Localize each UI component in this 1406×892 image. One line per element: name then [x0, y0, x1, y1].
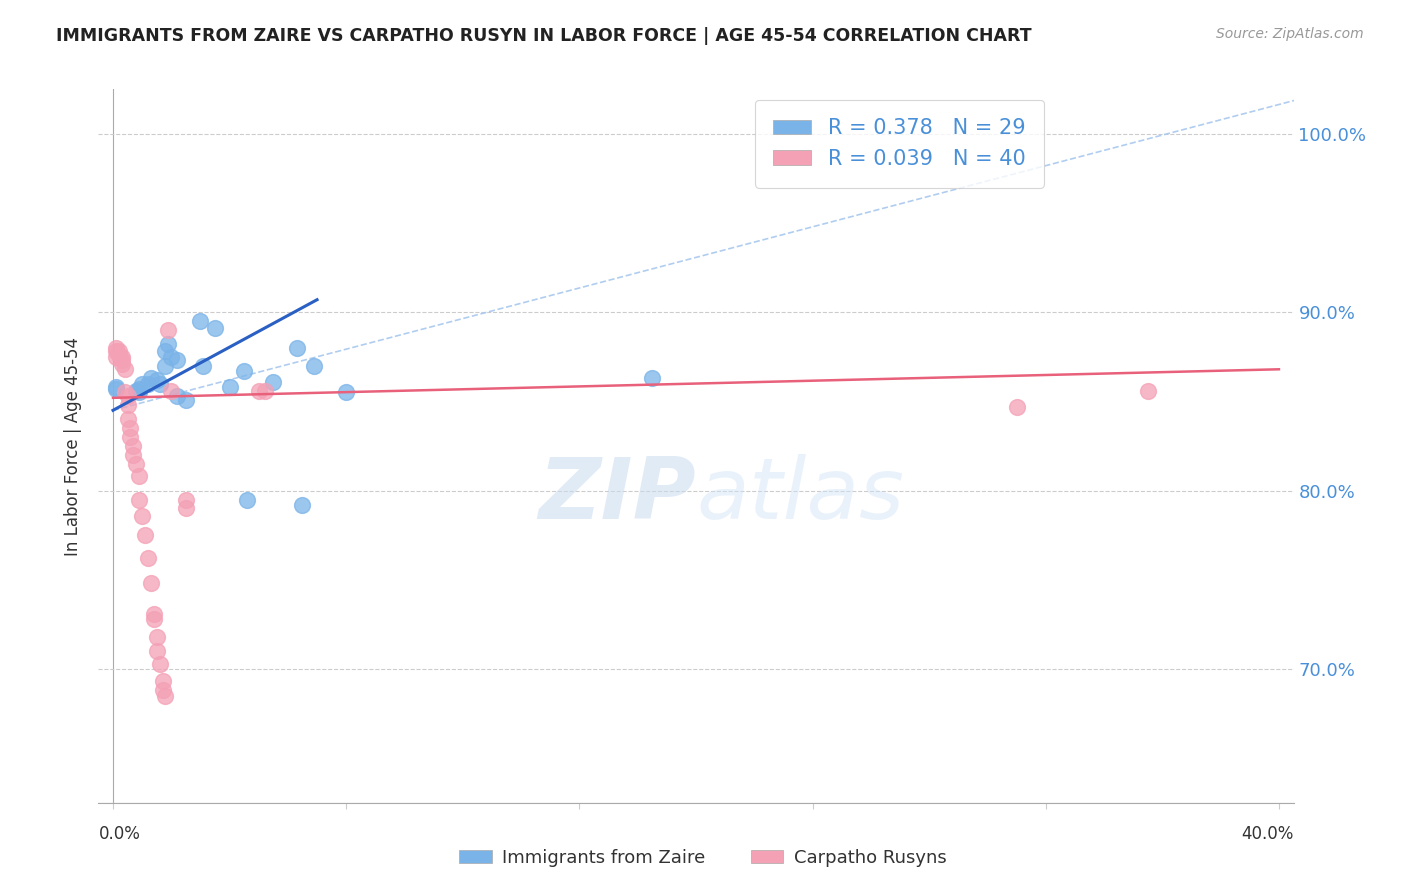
- Point: [145, 644, 167, 658]
- Point: [134, 528, 156, 542]
- Point: [1136, 384, 1159, 398]
- Point: [262, 375, 284, 389]
- Point: [291, 498, 314, 512]
- Point: [114, 362, 136, 376]
- Text: Source: ZipAtlas.com: Source: ZipAtlas.com: [1216, 27, 1364, 41]
- Point: [302, 359, 325, 373]
- Point: [218, 380, 240, 394]
- Point: [174, 492, 197, 507]
- Point: [152, 683, 174, 698]
- Point: [136, 376, 159, 391]
- Y-axis label: In Labor Force | Age 45-54: In Labor Force | Age 45-54: [65, 336, 83, 556]
- Point: [145, 373, 167, 387]
- Point: [193, 359, 215, 373]
- Point: [253, 384, 276, 398]
- Point: [125, 384, 148, 398]
- Point: [204, 321, 226, 335]
- Point: [128, 385, 150, 400]
- Point: [104, 344, 127, 359]
- Point: [145, 630, 167, 644]
- Text: atlas: atlas: [696, 454, 904, 538]
- Point: [233, 364, 256, 378]
- Point: [155, 359, 177, 373]
- Point: [335, 385, 357, 400]
- Point: [285, 341, 308, 355]
- Point: [157, 337, 180, 351]
- Text: 40.0%: 40.0%: [1241, 825, 1294, 843]
- Point: [108, 344, 131, 359]
- Point: [1005, 400, 1028, 414]
- Point: [131, 376, 153, 391]
- Text: ZIP: ZIP: [538, 454, 696, 538]
- Point: [104, 350, 127, 364]
- Point: [139, 371, 162, 385]
- Text: 0.0%: 0.0%: [98, 825, 141, 843]
- Point: [117, 412, 139, 426]
- Point: [160, 384, 183, 398]
- Point: [139, 576, 162, 591]
- Point: [117, 389, 139, 403]
- Point: [149, 376, 172, 391]
- Point: [114, 385, 136, 400]
- Point: [128, 382, 150, 396]
- Point: [160, 350, 183, 364]
- Point: [125, 457, 148, 471]
- Legend: Immigrants from Zaire, Carpatho Rusyns: Immigrants from Zaire, Carpatho Rusyns: [451, 842, 955, 874]
- Point: [157, 323, 180, 337]
- Point: [104, 382, 127, 396]
- Point: [641, 371, 664, 385]
- Point: [122, 448, 145, 462]
- Point: [166, 389, 188, 403]
- Point: [136, 551, 159, 566]
- Point: [155, 344, 177, 359]
- Point: [236, 492, 259, 507]
- Point: [104, 380, 127, 394]
- Point: [108, 348, 131, 362]
- Point: [120, 421, 142, 435]
- Point: [149, 657, 172, 671]
- Point: [120, 430, 142, 444]
- Legend: R = 0.378   N = 29, R = 0.039   N = 40: R = 0.378 N = 29, R = 0.039 N = 40: [755, 100, 1045, 187]
- Point: [152, 674, 174, 689]
- Point: [128, 492, 150, 507]
- Point: [142, 612, 165, 626]
- Point: [128, 469, 150, 483]
- Point: [155, 689, 177, 703]
- Point: [174, 501, 197, 516]
- Point: [247, 384, 270, 398]
- Point: [131, 508, 153, 523]
- Point: [122, 439, 145, 453]
- Point: [166, 353, 188, 368]
- Point: [117, 398, 139, 412]
- Point: [190, 314, 212, 328]
- Point: [174, 392, 197, 407]
- Point: [142, 607, 165, 621]
- Point: [111, 357, 134, 371]
- Point: [104, 341, 127, 355]
- Text: IMMIGRANTS FROM ZAIRE VS CARPATHO RUSYN IN LABOR FORCE | AGE 45-54 CORRELATION C: IMMIGRANTS FROM ZAIRE VS CARPATHO RUSYN …: [56, 27, 1032, 45]
- Point: [111, 353, 134, 368]
- Point: [111, 350, 134, 364]
